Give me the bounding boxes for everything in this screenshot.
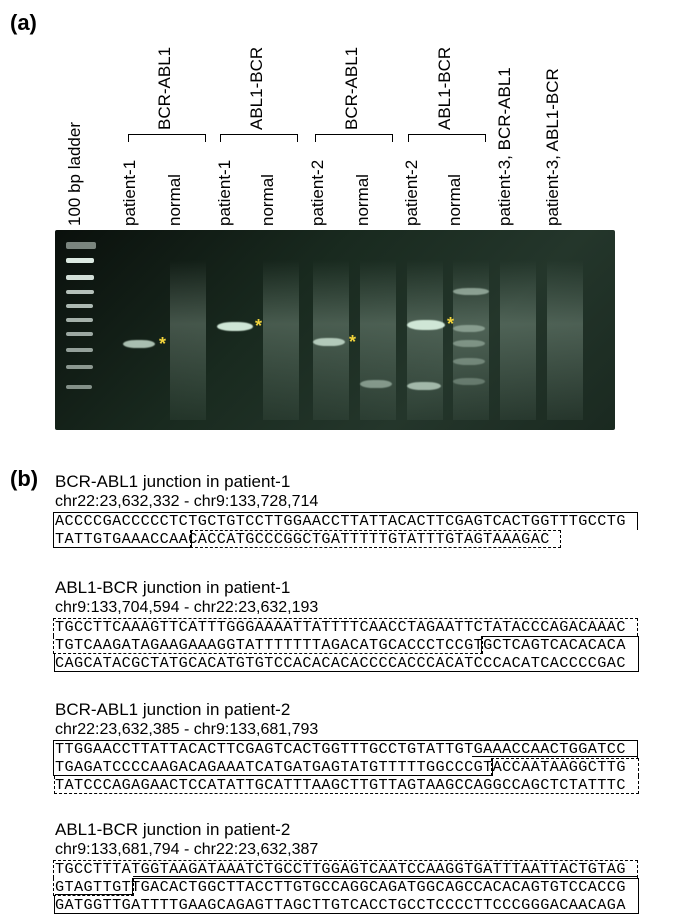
ladder-band: [66, 290, 94, 294]
seq-block-title: ABL1-BCR junction in patient-1: [55, 578, 665, 598]
lane-group-label: ABL1-BCR: [247, 47, 267, 130]
lane-label: normal: [353, 174, 373, 226]
solid-seq-box: [132, 878, 639, 896]
gel-band: [123, 340, 155, 348]
lane-label: patient-1: [215, 160, 235, 226]
solid-seq-box: [54, 896, 639, 914]
lane-label: normal: [445, 174, 465, 226]
seq-underline: [55, 894, 133, 895]
seq-block-title: ABL1-BCR junction in patient-2: [55, 820, 665, 840]
lane-label: patient-1: [120, 160, 140, 226]
lane-label: 100 bp ladder: [65, 122, 85, 226]
lane-label: normal: [165, 174, 185, 226]
gel-band: [453, 340, 485, 347]
gel-band: [313, 338, 345, 346]
lane-label: patient-2: [402, 160, 422, 226]
solid-seq-box: [53, 530, 192, 548]
sequence-block: BCR-ABL1 junction in patient-1chr22:23,6…: [55, 472, 665, 549]
gel-image: * * * *: [55, 230, 615, 430]
dashed-seq-box: [491, 758, 640, 776]
ladder-band: [66, 365, 93, 369]
sequence-block: ABL1-BCR junction in patient-2chr9:133,6…: [55, 820, 665, 915]
seq-underline: [472, 756, 637, 757]
solid-seq-box: [53, 758, 493, 776]
solid-seq-box: [481, 636, 639, 654]
gel-band: [453, 358, 485, 365]
ladder-band: [66, 304, 93, 308]
gel-band: [407, 382, 441, 390]
sequence-block: ABL1-BCR junction in patient-1chr9:133,7…: [55, 578, 665, 673]
ladder-band: [66, 332, 93, 336]
lane-label: patient-3, ABL1-BCR: [543, 68, 563, 226]
seq-block-title: BCR-ABL1 junction in patient-1: [55, 472, 665, 492]
lane-group-label: BCR-ABL1: [155, 47, 175, 130]
dashed-seq-box: [190, 530, 562, 548]
ladder-band: [66, 348, 93, 352]
gel-band: [453, 288, 489, 295]
ladder-band: [66, 275, 94, 280]
panel-a-label: (a): [10, 10, 37, 36]
gel-band: [407, 320, 445, 330]
asterisk-marker: *: [349, 332, 356, 353]
ladder-band: [66, 258, 94, 263]
seq-underline: [133, 876, 637, 877]
dashed-seq-box: [53, 618, 638, 636]
gel-panel: 100 bp ladder patient-1 normal patient-1 nor…: [55, 0, 615, 430]
lane-label: patient-3, BCR-ABL1: [495, 67, 515, 226]
asterisk-marker: *: [255, 316, 262, 337]
asterisk-marker: *: [159, 334, 166, 355]
ladder-band: [66, 318, 93, 322]
dashed-seq-box: [53, 636, 483, 654]
lane-label: normal: [258, 174, 278, 226]
lane-label: patient-2: [308, 160, 328, 226]
solid-seq-box: [53, 512, 638, 530]
gel-band: [217, 322, 253, 331]
lane-labels-row: 100 bp ladder patient-1 normal patient-1 nor…: [55, 0, 615, 230]
gel-band: [453, 378, 485, 385]
dashed-seq-box: [54, 776, 639, 794]
sequence-block: BCR-ABL1 junction in patient-2chr22:23,6…: [55, 700, 665, 795]
gel-band: [453, 325, 485, 332]
panel-b-label: (b): [10, 466, 38, 492]
asterisk-marker: *: [447, 314, 454, 335]
lane-group-label: BCR-ABL1: [342, 47, 362, 130]
ladder-band: [66, 385, 92, 389]
solid-seq-box: [54, 654, 639, 672]
seq-block-title: BCR-ABL1 junction in patient-2: [55, 700, 665, 720]
seq-block-coords: chr9:133,681,794 - chr22:23,632,387: [55, 841, 665, 859]
seq-block-coords: chr22:23,632,385 - chr9:133,681,793: [55, 721, 665, 739]
lane-group-label: ABL1-BCR: [435, 47, 455, 130]
gel-band: [360, 380, 392, 388]
seq-block-coords: chr22:23,632,332 - chr9:133,728,714: [55, 493, 665, 511]
seq-block-coords: chr9:133,704,594 - chr22:23,632,193: [55, 599, 665, 617]
